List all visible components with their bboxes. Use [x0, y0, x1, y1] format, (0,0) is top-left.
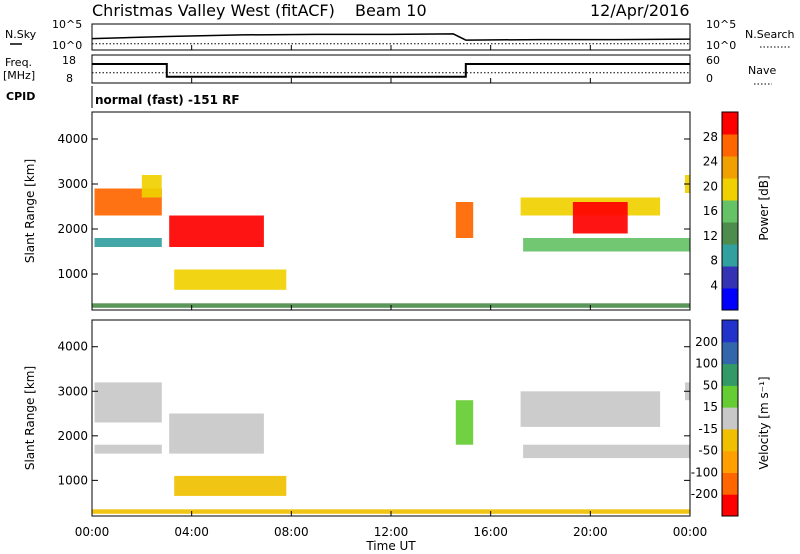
velocity-echo-region: [174, 475, 287, 496]
power-data-layer: [92, 175, 690, 308]
power-echo-region: [523, 238, 690, 252]
freq-tick-top: 18: [62, 54, 76, 67]
freq-series-line: [92, 63, 690, 78]
x-tick-label: 08:00: [274, 525, 309, 539]
power-echo-region: [174, 269, 287, 290]
colorbar-tick-label: 50: [703, 378, 718, 392]
velocity-data-layer: [92, 382, 690, 514]
y-tick-label: 1000: [57, 267, 88, 281]
time-axis: 00:00 04:00 08:00 12:00 16:00 20:00 00:00: [75, 45, 708, 539]
nsky-tick-bottom: 10^0: [52, 39, 82, 52]
x-tick-label: 04:00: [174, 525, 209, 539]
colorbar-tick-label: 15: [703, 400, 718, 414]
cpid-text: normal (fast) -151 RF: [95, 93, 240, 107]
station-title: Christmas Valley West (fitACF): [92, 1, 335, 20]
colorbar-tick-label: -50: [698, 444, 718, 458]
colorbar-frame: [721, 111, 739, 311]
cpid-label: CPID: [6, 90, 35, 103]
y-tick-label: 4000: [57, 340, 88, 354]
colorbar-segment: [722, 494, 738, 517]
nave-tick-top: 60: [706, 54, 720, 67]
nsearch-label: N.Search: [745, 28, 795, 41]
colorbar-segment: [722, 407, 738, 430]
power-y-axis: 4000 3000 2000 1000: [57, 132, 690, 281]
power-echo-region: [94, 238, 162, 247]
colorbar-segment: [722, 385, 738, 408]
x-tick-label: 12:00: [374, 525, 409, 539]
nsearch-tick-bottom: 10^0: [706, 39, 736, 52]
y-tick-label: 3000: [57, 177, 88, 191]
velocity-echo-region: [94, 382, 162, 423]
time-axis-label: Time UT: [365, 539, 416, 553]
velocity-echo-region: [169, 413, 264, 454]
freq-tick-bottom: 8: [66, 72, 73, 85]
velocity-echo-region: [94, 444, 162, 454]
colorbar-segment: [722, 112, 738, 135]
colorbar-tick-label: 24: [703, 155, 718, 169]
colorbar-segment: [722, 244, 738, 267]
colorbar-segment: [722, 134, 738, 157]
colorbar-tick-label: 20: [703, 179, 718, 193]
colorbar-segment: [722, 428, 738, 452]
freq-unit-label: [MHz]: [3, 69, 35, 82]
colorbar-tick-label: -15: [698, 422, 718, 436]
colorbar-segment: [722, 341, 738, 365]
colorbar-segment: [722, 178, 738, 201]
power-ylabel: Slant Range [km]: [23, 159, 37, 263]
colorbar-segment: [722, 450, 738, 473]
power-echo-region: [572, 202, 628, 234]
date-title: 12/Apr/2016: [590, 1, 690, 20]
colorbar-segment: [722, 266, 738, 289]
colorbar-segment: [722, 200, 738, 223]
x-tick-label: 00:00: [673, 525, 708, 539]
y-tick-label: 2000: [57, 429, 88, 443]
colorbar-tick-label: 200: [695, 335, 718, 349]
velocity-echo-region: [520, 391, 661, 427]
power-echo-region: [455, 202, 474, 238]
power-echo-region: [169, 215, 264, 247]
velocity-colorbar-label: Velocity [m s⁻¹]: [757, 376, 771, 469]
velocity-echo-region: [455, 400, 474, 445]
colorbar-tick-label: 4: [710, 278, 718, 292]
nsky-tick-top: 10^5: [52, 18, 82, 31]
velocity-colorbar: 200 100 50 15 -15 -50 -100 -200: [691, 319, 739, 517]
x-tick-label: 16:00: [473, 525, 508, 539]
colorbar-tick-label: 8: [710, 254, 718, 268]
nave-label: Nave: [748, 64, 776, 77]
colorbar-segment: [722, 288, 738, 311]
velocity-echo-region: [523, 444, 690, 459]
colorbar-segment: [722, 156, 738, 179]
nsky-label: N.Sky: [5, 28, 37, 41]
colorbar-tick-label: 28: [703, 130, 718, 144]
velocity-ylabel: Slant Range [km]: [23, 366, 37, 470]
y-tick-label: 3000: [57, 384, 88, 398]
colorbar-segment: [722, 320, 738, 343]
y-tick-label: 1000: [57, 473, 88, 487]
colorbar-tick-label: 100: [695, 357, 718, 371]
colorbar-tick-label: -200: [691, 487, 718, 501]
beam-title: Beam 10: [355, 1, 427, 20]
y-tick-label: 4000: [57, 132, 88, 146]
x-tick-label: 00:00: [75, 525, 110, 539]
colorbar-segment: [722, 472, 738, 495]
colorbar-tick-label: 12: [703, 229, 718, 243]
nave-tick-bottom: 0: [706, 72, 713, 85]
power-echo-region: [141, 175, 162, 198]
x-tick-label: 20:00: [573, 525, 608, 539]
nsky-series-line: [91, 33, 691, 41]
freq-label: Freq.: [5, 56, 32, 69]
power-colorbar: 28 24 20 16 12 8 4: [703, 111, 739, 311]
velocity-y-axis: 4000 3000 2000 1000: [57, 340, 690, 487]
power-colorbar-label: Power [dB]: [757, 175, 771, 240]
nsearch-tick-top: 10^5: [706, 18, 736, 31]
y-tick-label: 2000: [57, 222, 88, 236]
colorbar-segment: [722, 363, 738, 386]
colorbar-segment: [722, 222, 738, 245]
colorbar-tick-label: -100: [691, 465, 718, 479]
colorbar-tick-label: 16: [703, 204, 718, 218]
colorbar-frame: [721, 319, 739, 517]
